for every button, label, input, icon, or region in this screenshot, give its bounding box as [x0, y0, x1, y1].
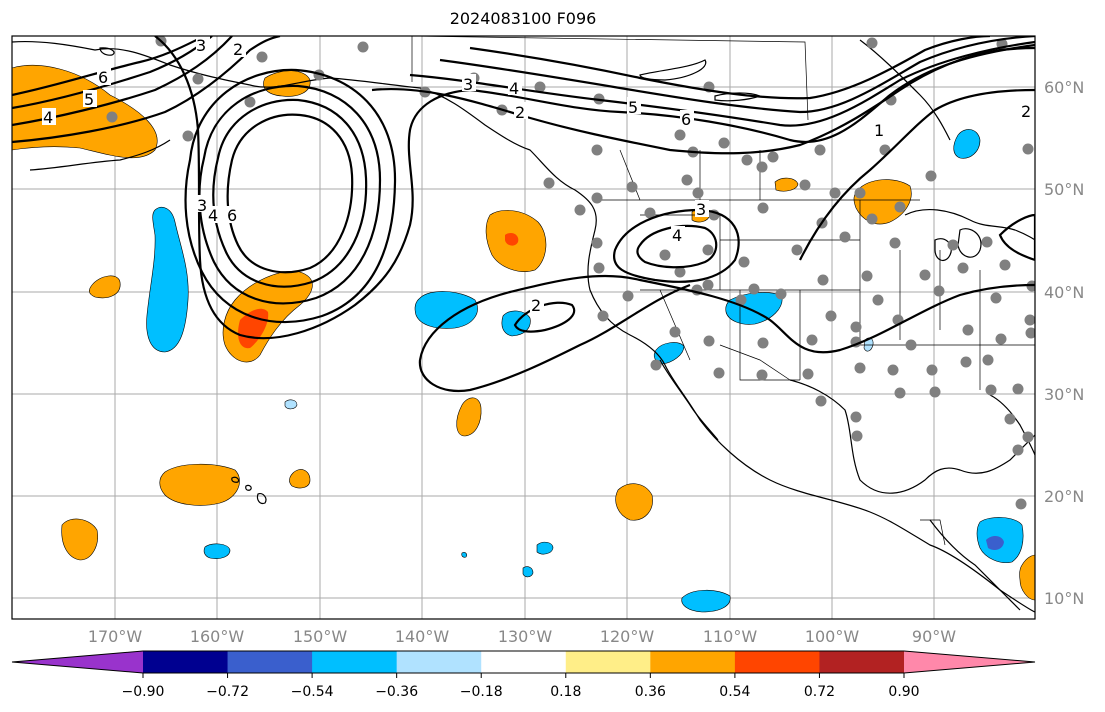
lat-label-50n: 50°N: [1044, 180, 1084, 199]
colorbar-tick-label: −0.90: [122, 684, 165, 700]
contour-label: 1: [874, 121, 884, 140]
colorbar-extend-low: [12, 651, 143, 673]
colorbar-segment: [143, 651, 229, 673]
contour-label: 6: [227, 206, 237, 225]
colorbar-segment: [481, 651, 567, 673]
contour-label: 2: [233, 40, 243, 59]
lon-label-140w: 140°W: [395, 627, 450, 646]
lon-label-130w: 130°W: [498, 627, 553, 646]
colorbar-segment: [227, 651, 313, 673]
colorbar-segment: [734, 651, 820, 673]
colorbar-segment: [396, 651, 482, 673]
land-outlines: [12, 39, 1035, 613]
contour-label: 4: [208, 206, 218, 225]
contour-label: 2: [1021, 102, 1031, 121]
contour-label: 6: [681, 110, 691, 129]
political-boundaries: [411, 36, 1035, 546]
contour-label: 5: [84, 90, 94, 109]
colorbar-extend-high: [904, 651, 1035, 673]
colorbar-tick-label: 0.90: [888, 684, 919, 700]
lon-label-150w: 150°W: [293, 627, 348, 646]
colorbar-tick-label: −0.36: [375, 684, 418, 700]
contour-label: 4: [672, 226, 682, 245]
colorbar-labels: −0.90 −0.72 −0.54 −0.36 −0.18 0.18 0.36 0.54 0.7…: [122, 673, 920, 700]
map-border: [11, 35, 1036, 620]
gridlines: [12, 36, 1035, 619]
lon-label-100w: 100°W: [805, 627, 860, 646]
colorbar-segment: [312, 651, 398, 673]
lon-label-120w: 120°W: [600, 627, 655, 646]
contour-label-group: 6 5 4 3 2 2 3 4 5 6 1 3 4 6: [42, 36, 1034, 315]
colorbar-tick-label: 0.36: [635, 684, 666, 700]
map-title: 2024083100 F096: [449, 9, 597, 28]
colorbar-tick-label: 0.72: [804, 684, 835, 700]
colorbar-tick-label: −0.18: [460, 684, 503, 700]
longitude-labels: 170°W 160°W 150°W 140°W 130°W 120°W 110°…: [88, 627, 956, 646]
contour-lines: [12, 36, 1035, 393]
colorbar-tick-label: 0.54: [719, 684, 750, 700]
colorbar: [11, 650, 1036, 674]
contour-label: 2: [515, 103, 525, 122]
lon-label-160w: 160°W: [190, 627, 245, 646]
contour-label: 2: [531, 296, 541, 315]
lon-label-110w: 110°W: [703, 627, 758, 646]
lat-label-60n: 60°N: [1044, 78, 1084, 97]
contour-label: 3: [196, 36, 206, 55]
colorbar-segment: [819, 651, 905, 673]
colorbar-tick-label: −0.72: [206, 684, 249, 700]
colorbar-segment: [565, 651, 651, 673]
lat-label-40n: 40°N: [1044, 283, 1084, 302]
latitude-labels: 60°N 50°N 40°N 30°N 20°N 10°N: [1044, 78, 1084, 608]
colorbar-tick-label: −0.54: [291, 684, 334, 700]
contour-label: 6: [98, 68, 108, 87]
contour-label: 4: [509, 79, 519, 98]
contour-label: 4: [43, 108, 53, 127]
colorbar-tick-label: 0.18: [550, 684, 581, 700]
lon-label-90w: 90°W: [912, 627, 956, 646]
lat-label-30n: 30°N: [1044, 385, 1084, 404]
lat-label-20n: 20°N: [1044, 487, 1084, 506]
contour-label: 3: [696, 200, 706, 219]
contour-label: 3: [197, 196, 207, 215]
lat-label-10n: 10°N: [1044, 589, 1084, 608]
lon-label-170w: 170°W: [88, 627, 143, 646]
station-markers: [106, 36, 1035, 510]
contour-label: 5: [628, 98, 638, 117]
contour-label: 3: [463, 75, 473, 94]
colorbar-segment: [650, 651, 736, 673]
